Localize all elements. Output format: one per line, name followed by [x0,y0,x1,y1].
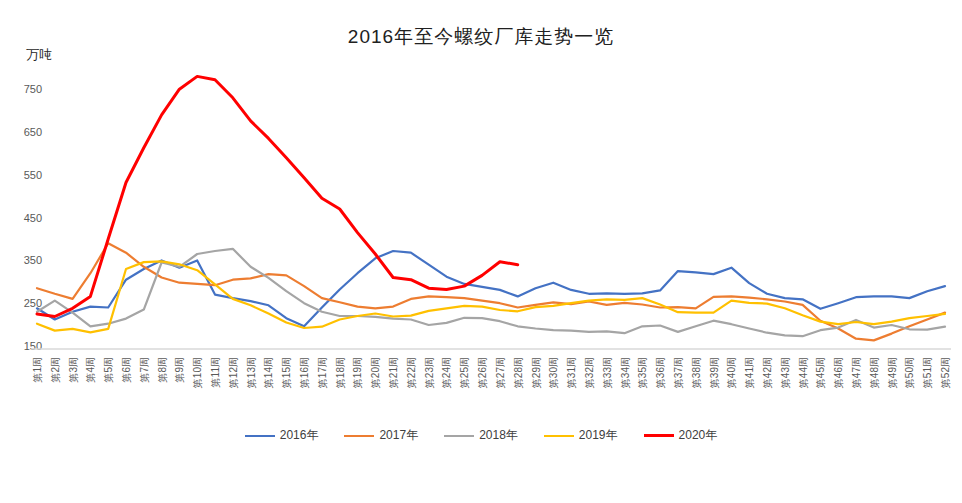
x-axis-label: 第52周 [940,357,951,388]
x-axis-label: 第24周 [441,357,452,388]
x-axis-label: 第34周 [620,357,631,388]
legend-label: 2020年 [679,427,718,444]
legend-item-2018年: 2018年 [444,427,518,444]
x-axis-label: 第42周 [762,357,773,388]
legend-item-2020年: 2020年 [644,427,718,444]
y-axis-tick-label: 150 [24,340,42,352]
x-axis-label: 第48周 [869,357,880,388]
x-axis-label: 第39周 [709,357,720,388]
y-axis-tick-label: 650 [24,126,42,138]
x-axis-label: 第12周 [228,357,239,388]
x-axis-label: 第14周 [263,357,274,388]
x-axis-label: 第30周 [548,357,559,388]
x-axis-label: 第51周 [922,357,933,388]
legend-label: 2017年 [379,427,418,444]
legend-item-2019年: 2019年 [544,427,618,444]
x-axis-label: 第9周 [174,357,185,383]
series-line-2020年 [37,76,518,316]
x-axis-label: 第31周 [566,357,577,388]
x-axis-label: 第27周 [495,357,506,388]
legend-label: 2018年 [479,427,518,444]
x-axis-label: 第38周 [691,357,702,388]
y-axis-tick-label: 250 [24,297,42,309]
x-axis-label: 第20周 [370,357,381,388]
y-axis-tick-label: 450 [24,212,42,224]
x-axis-label: 第45周 [815,357,826,388]
y-axis-tick-label: 350 [24,254,42,266]
legend-line-swatch [245,435,275,437]
x-axis-label: 第37周 [673,357,684,388]
legend-label: 2019年 [579,427,618,444]
x-axis-label: 第35周 [637,357,648,388]
x-axis-label: 第4周 [85,357,96,383]
x-axis-label: 第15周 [281,357,292,388]
x-axis-label: 第41周 [744,357,755,388]
y-axis-tick-label: 750 [24,83,42,95]
x-axis-label: 第26周 [477,357,488,388]
x-axis-label: 第40周 [726,357,737,388]
x-axis-label: 第28周 [513,357,524,388]
x-axis-label: 第3周 [68,357,79,383]
legend-line-swatch [444,435,474,437]
x-axis-label: 第13周 [246,357,257,388]
x-axis-label: 第10周 [192,357,203,388]
x-axis-label: 第6周 [121,357,132,383]
x-axis-label: 第44周 [798,357,809,388]
series-line-2019年 [37,261,945,332]
x-axis-label: 第50周 [904,357,915,388]
legend-label: 2016年 [280,427,319,444]
chart-page: 2016年至今螺纹厂库走势一览 万吨 150250350450550650750… [0,0,962,503]
series-line-2017年 [37,243,945,340]
x-axis-label: 第5周 [103,357,114,383]
x-axis-label: 第36周 [655,357,666,388]
chart-legend: 2016年 2017年 2018年 2019年 2020年 [0,427,962,444]
x-axis-label: 第16周 [299,357,310,388]
x-axis-label: 第19周 [352,357,363,388]
x-axis-label: 第17周 [317,357,328,388]
x-axis-label: 第32周 [584,357,595,388]
x-axis-label: 第22周 [406,357,417,388]
legend-item-2017年: 2017年 [344,427,418,444]
x-axis-label: 第33周 [602,357,613,388]
x-axis-label: 第7周 [139,357,150,383]
x-axis-label: 第8周 [157,357,168,383]
y-axis-tick-label: 550 [24,169,42,181]
x-axis-label: 第47周 [851,357,862,388]
x-axis-label: 第29周 [531,357,542,388]
x-axis-label: 第2周 [50,357,61,383]
x-axis-label: 第21周 [388,357,399,388]
series-line-2018年 [37,249,945,336]
x-axis-label: 第25周 [459,357,470,388]
x-axis-label: 第49周 [887,357,898,388]
x-axis-label: 第1周 [32,357,43,383]
x-axis-label: 第23周 [424,357,435,388]
x-axis-label: 第43周 [780,357,791,388]
x-axis-label: 第46周 [833,357,844,388]
x-axis-label: 第18周 [335,357,346,388]
legend-line-swatch [644,434,674,437]
x-axis-label: 第11周 [210,357,221,387]
legend-line-swatch [344,435,374,437]
legend-item-2016年: 2016年 [245,427,319,444]
legend-line-swatch [544,435,574,437]
